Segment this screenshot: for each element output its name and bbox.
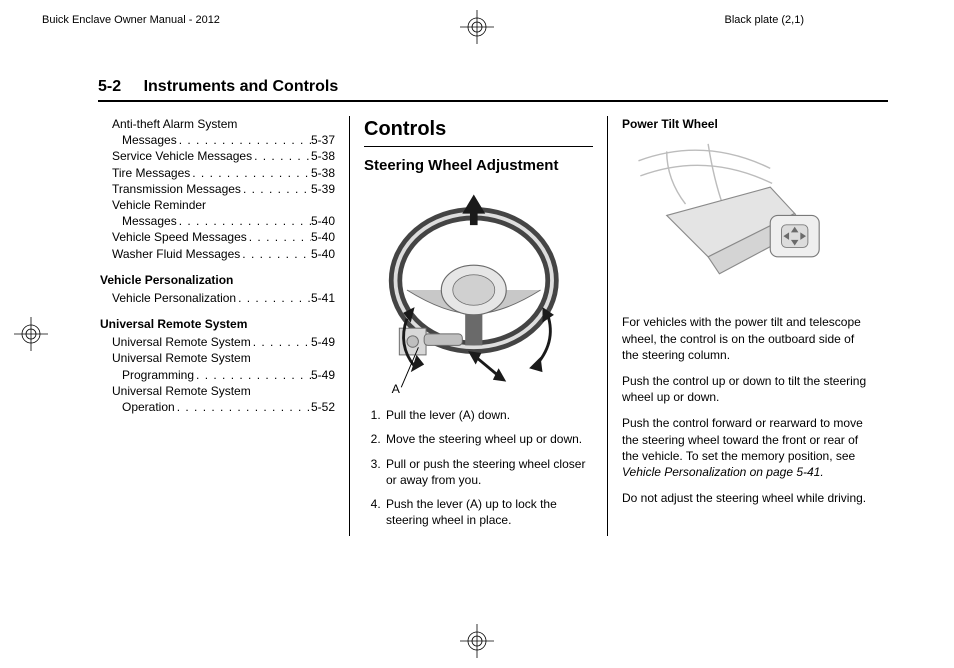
toc-label: Universal Remote System (112, 334, 251, 350)
subsection-heading: Steering Wheel Adjustment (364, 157, 593, 175)
body-text: Push the control up or down to tilt the … (622, 373, 872, 405)
toc-line: Washer Fluid Messages . . . . . . . . . … (100, 246, 335, 262)
chapter-title: Instruments and Controls (144, 78, 339, 95)
center-column: Controls Steering Wheel Adjustment (350, 116, 608, 536)
toc-dots: . . . . . . . . . . . . . . . . . . . . … (194, 367, 311, 383)
toc-line: Universal Remote System (100, 350, 335, 366)
toc-line: Programming . . . . . . . . . . . . . . … (100, 367, 335, 383)
toc-label: Messages (122, 132, 177, 148)
toc-line: Transmission Messages . . . . . . . . . … (100, 181, 335, 197)
toc-label: Transmission Messages (112, 181, 241, 197)
toc-dots: . . . . . . . . . . . . . . . . . . . . … (177, 132, 311, 148)
toc-label: Anti-theft Alarm System (112, 116, 237, 132)
body-text: Do not adjust the steering wheel while d… (622, 490, 872, 506)
toc-label: Vehicle Speed Messages (112, 229, 247, 245)
toc-line: Operation . . . . . . . . . . . . . . . … (100, 399, 335, 415)
toc-label: Washer Fluid Messages (112, 246, 240, 262)
toc-dots: . . . . . . . . . . . . . . . . . . . . … (177, 213, 311, 229)
toc-line: Universal Remote System . . . . . . . . … (100, 334, 335, 350)
toc-page: 5-38 (311, 148, 335, 164)
toc-page: 5-38 (311, 165, 335, 181)
toc-page: 5-39 (311, 181, 335, 197)
toc-dots: . . . . . . . . . . . . . . . . . . . . … (236, 290, 311, 306)
toc-page: 5-40 (311, 246, 335, 262)
step-item: Move the steering wheel up or down. (384, 431, 593, 447)
step-item: Pull or push the steering wheel closer o… (384, 456, 593, 488)
toc-line: Messages . . . . . . . . . . . . . . . .… (100, 132, 335, 148)
toc-label: Operation (122, 399, 175, 415)
toc-line: Universal Remote System (100, 383, 335, 399)
instruction-steps: Pull the lever (A) down. Move the steeri… (384, 407, 593, 528)
toc-line: Anti-theft Alarm System (100, 116, 335, 132)
toc-page: 5-41 (311, 290, 335, 306)
toc-label: Service Vehicle Messages (112, 148, 252, 164)
toc-section-head: Universal Remote System (100, 316, 335, 332)
toc-page: 5-49 (311, 367, 335, 383)
right-column: Power Tilt Wheel (608, 116, 886, 536)
toc-line: Messages . . . . . . . . . . . . . . . .… (100, 213, 335, 229)
step-item: Push the lever (A) up to lock the steeri… (384, 496, 593, 528)
body-text: Push the control forward or rearward to … (622, 415, 872, 480)
toc-dots: . . . . . . . . . . . . . . . . . . . . … (175, 399, 311, 415)
toc-label: Universal Remote System (112, 383, 251, 399)
toc-label: Vehicle Reminder (112, 197, 206, 213)
toc-label: Universal Remote System (112, 350, 251, 366)
toc-label: Messages (122, 213, 177, 229)
toc-line: Tire Messages . . . . . . . . . . . . . … (100, 165, 335, 181)
toc-dots: . . . . . . . . . . . . . . . . . . . . … (241, 181, 311, 197)
toc-line: Vehicle Reminder (100, 197, 335, 213)
toc-dots: . . . . . . . . . . . . . . . . . . . . … (190, 165, 311, 181)
step-item: Pull the lever (A) down. (384, 407, 593, 423)
toc-label: Programming (122, 367, 194, 383)
toc-column: Anti-theft Alarm SystemMessages . . . . … (98, 116, 350, 536)
header-left: Buick Enclave Owner Manual - 2012 (42, 14, 220, 26)
header-right: Black plate (2,1) (725, 14, 804, 26)
toc-label: Tire Messages (112, 165, 190, 181)
toc-section-head: Vehicle Personalization (100, 272, 335, 288)
section-heading: Controls (364, 116, 593, 147)
registration-mark-left (14, 317, 48, 351)
toc-page: 5-40 (311, 229, 335, 245)
toc-page: 5-40 (311, 213, 335, 229)
figure-label-a: A (392, 382, 401, 395)
toc-page: 5-37 (311, 132, 335, 148)
toc-dots: . . . . . . . . . . . . . . . . . . . . … (240, 246, 311, 262)
print-header: Buick Enclave Owner Manual - 2012 Black … (0, 12, 954, 40)
registration-mark-bottom (460, 624, 494, 658)
toc-line: Service Vehicle Messages . . . . . . . .… (100, 148, 335, 164)
page-heading: 5-2 Instruments and Controls (98, 78, 888, 102)
body-text: For vehicles with the power tilt and tel… (622, 314, 872, 363)
toc-dots: . . . . . . . . . . . . . . . . . . . . … (251, 334, 311, 350)
toc-dots: . . . . . . . . . . . . . . . . . . . . … (247, 229, 311, 245)
toc-line: Vehicle Personalization . . . . . . . . … (100, 290, 335, 306)
toc-dots: . . . . . . . . . . . . . . . . . . . . … (252, 148, 311, 164)
toc-line: Vehicle Speed Messages . . . . . . . . .… (100, 229, 335, 245)
toc-label: Vehicle Personalization (112, 290, 236, 306)
power-tilt-figure (622, 142, 872, 306)
toc-page: 5-49 (311, 334, 335, 350)
page-body: 5-2 Instruments and Controls Anti-theft … (98, 78, 888, 536)
toc-page: 5-52 (311, 399, 335, 415)
cross-reference: Vehicle Personalization on page 5-41. (622, 465, 824, 479)
page-number: 5-2 (98, 78, 121, 95)
subsubsection-heading: Power Tilt Wheel (622, 116, 872, 132)
steering-wheel-figure: A (364, 185, 593, 399)
